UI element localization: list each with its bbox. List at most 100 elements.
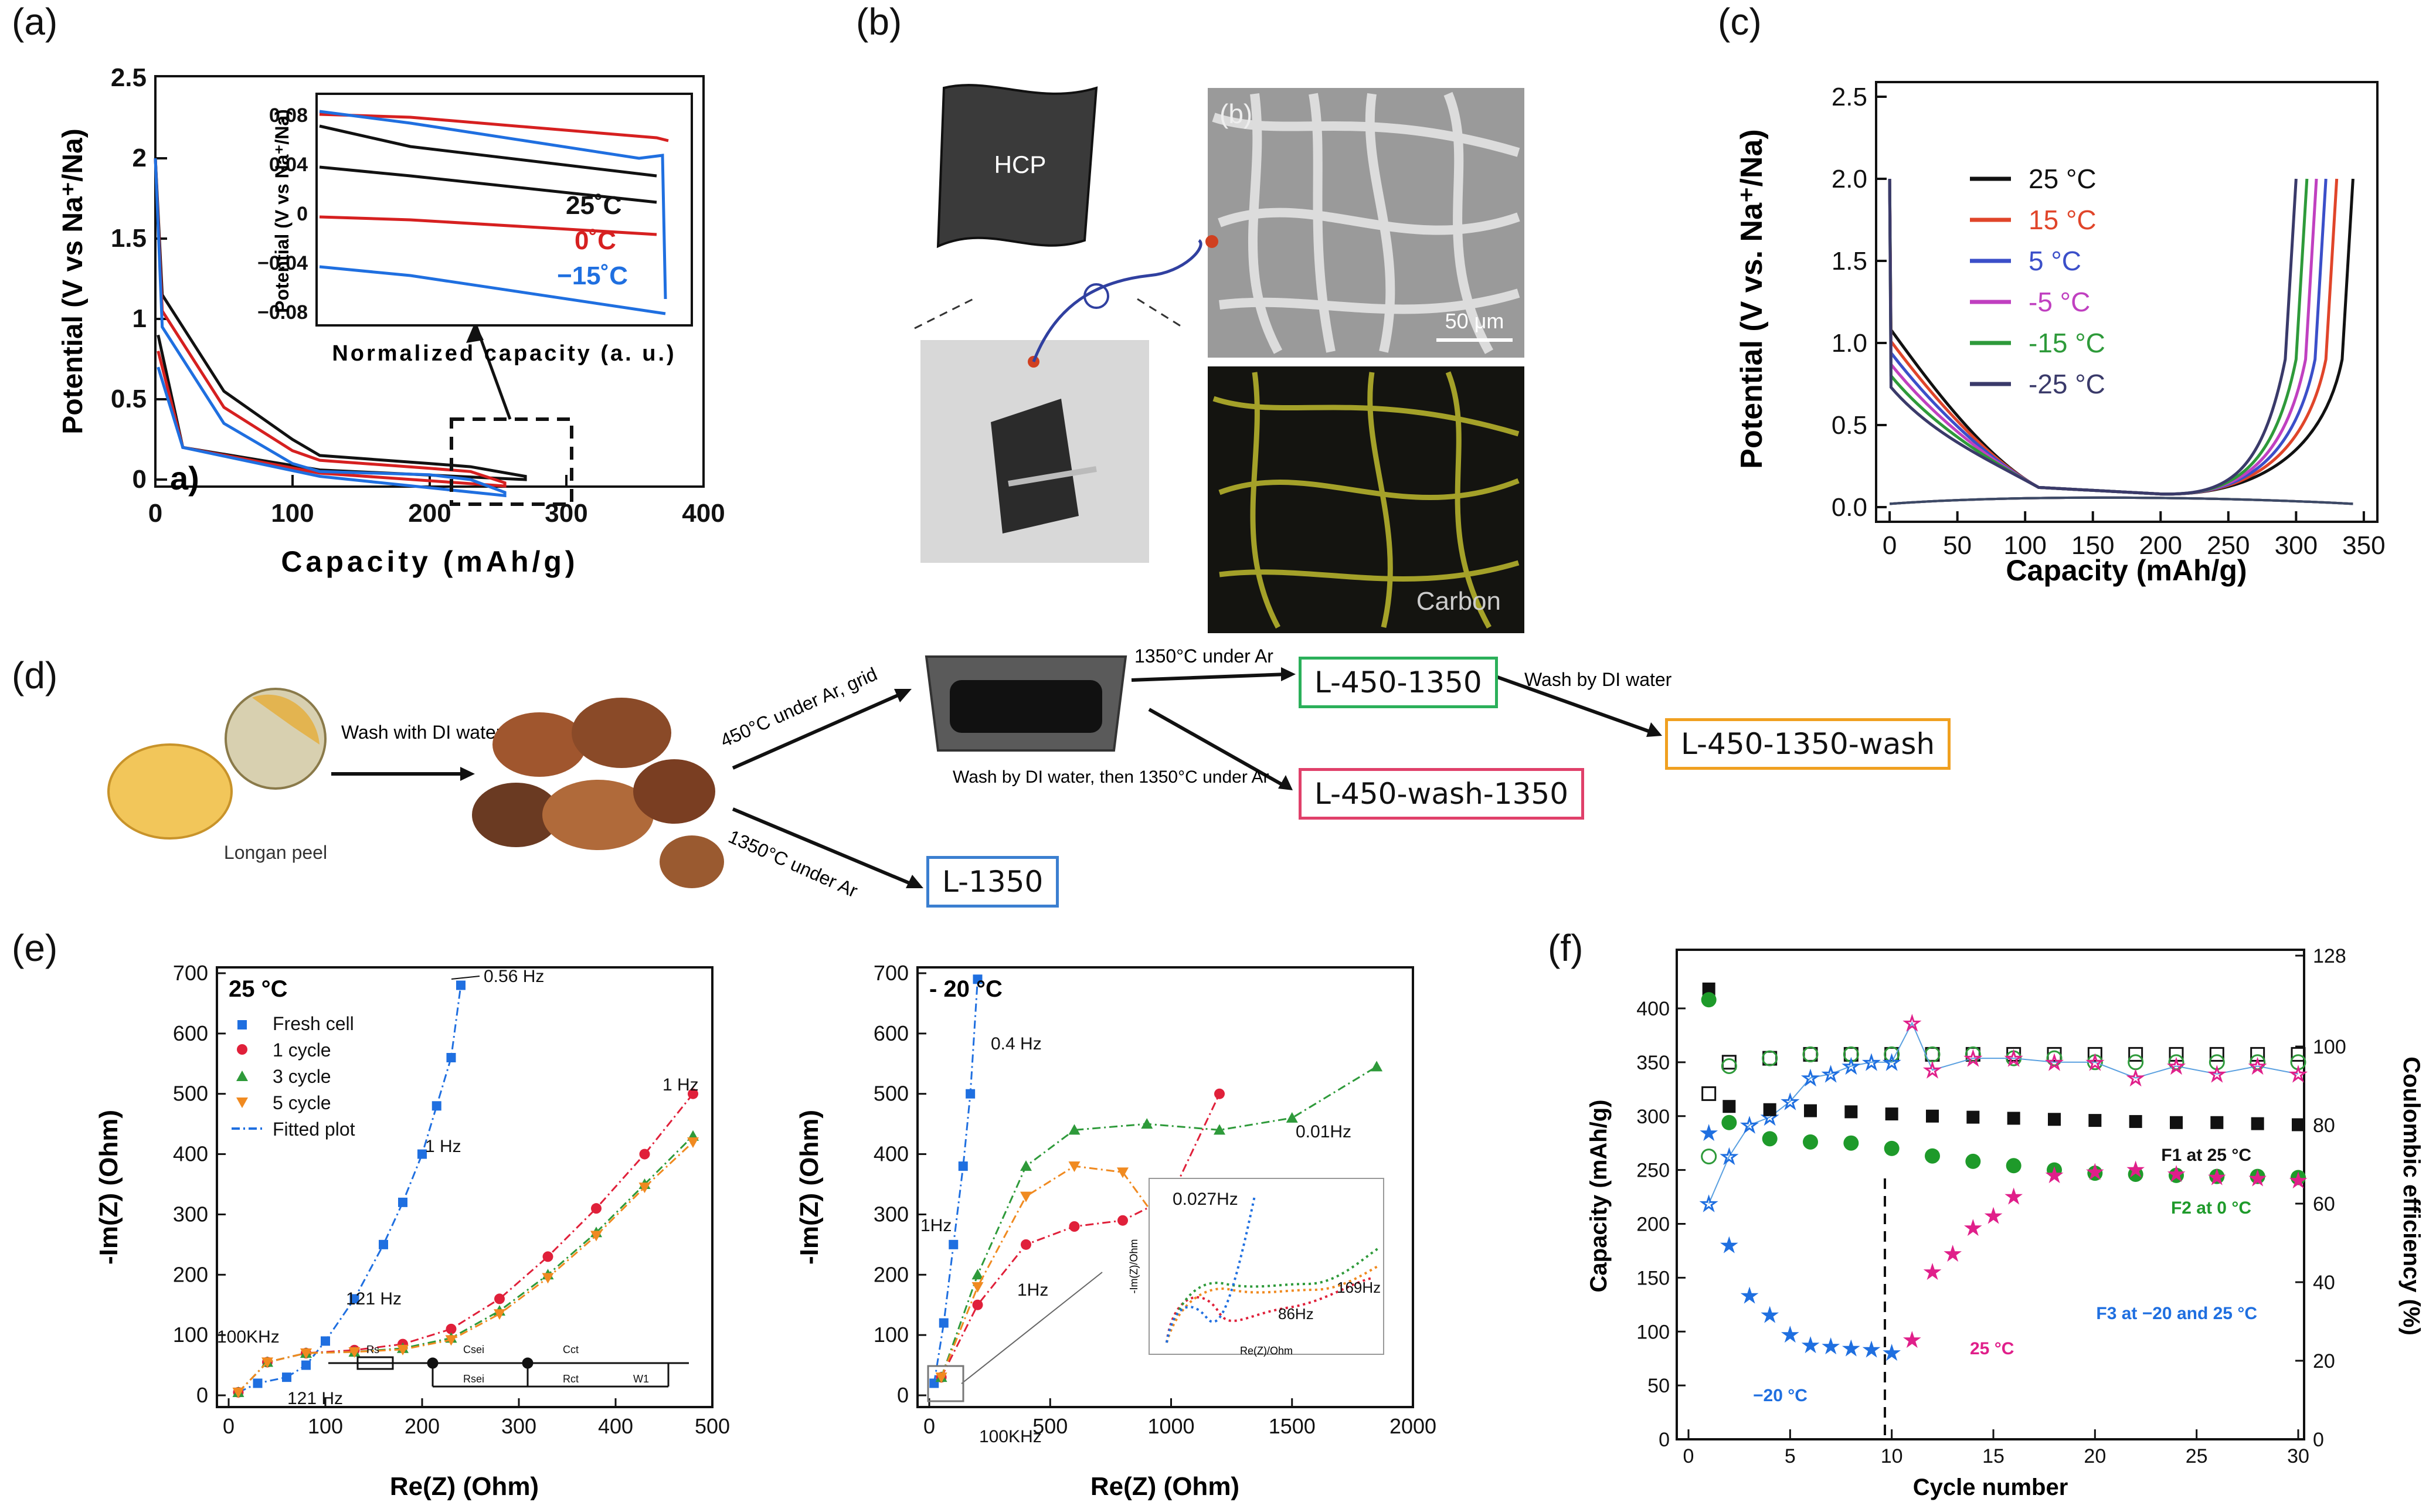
f-cap-2-0: ★	[1698, 1120, 1720, 1146]
f-cap-1-9	[2047, 1162, 2062, 1178]
svg-text:Rsei: Rsei	[463, 1373, 484, 1385]
c-xtick-3: 150	[2071, 531, 2114, 560]
e-inset-ylabel: -Im(Z)/Ohm	[1128, 1239, 1140, 1294]
f-ce-1-7	[1965, 1046, 1981, 1062]
e-right-ytick-6: 600	[874, 1021, 909, 1045]
a-ytick-1: 0.5	[111, 385, 147, 413]
e-right-title: - 20 °C	[929, 976, 1003, 1002]
b-sem-dot	[1205, 235, 1218, 248]
e-left-ann-1: 1 Hz	[425, 1137, 461, 1156]
d-peel-pieces	[472, 698, 724, 888]
c-xlabel: Capacity (mAh/g)	[2006, 554, 2247, 587]
f-ytick-0: 0	[1659, 1429, 1670, 1451]
f-ce-0-1	[1721, 1055, 1737, 1070]
f-xtick-6: 30	[2287, 1445, 2309, 1467]
f-f3-ce-0: ☆	[1700, 1193, 1717, 1215]
e-left-xtick-0: 0	[223, 1414, 235, 1438]
e-right-ann-1: 1Hz	[920, 1216, 952, 1235]
f-cap-0-1	[1722, 1100, 1736, 1113]
a-inset-bot-0	[319, 165, 657, 204]
c-curve-0	[1888, 178, 2355, 496]
f-label-f2: F2 at 0 °C	[2171, 1198, 2251, 1218]
f-xtick-3: 15	[1982, 1445, 2004, 1467]
e-left-frame	[216, 966, 714, 1408]
a-ytick-3: 1.5	[111, 224, 147, 253]
f-f3-ce-18: ☆	[2208, 1064, 2226, 1086]
d-arrow-to-l4501350	[1131, 672, 1287, 682]
e-right-inset	[1149, 1178, 1384, 1355]
c-legend-text-2: 5 °C	[2029, 246, 2081, 276]
e-right-point-3-0	[935, 1372, 947, 1384]
f-cap-1-2	[1762, 1131, 1778, 1147]
f-f3-ce-5: ☆	[1802, 1068, 1819, 1090]
e-left-xlabel: Re(Z) (Ohm)	[390, 1472, 539, 1501]
a-inset-ytick-0: 0.08	[269, 104, 308, 127]
f-cap-0-12	[2170, 1116, 2183, 1129]
e-inset-blue	[1166, 1195, 1256, 1343]
e-left-point-0-3	[301, 1360, 311, 1370]
e-right-point-1-4	[1117, 1215, 1128, 1226]
c-curve-2	[1888, 178, 2328, 496]
d-longan-skin	[252, 694, 320, 745]
e-right-point-1-6	[1214, 1088, 1225, 1099]
a-ytick-5: 2.5	[111, 63, 147, 92]
e-left-ann-0: 0.56 Hz	[484, 967, 544, 986]
f-ticks: 0 5 10 15 20 25 300501001502002503003504000204…	[1636, 945, 2346, 1467]
d-arrowhead-1350wash	[1646, 722, 1662, 737]
f-frame	[1676, 949, 2305, 1440]
f-ylabel: Capacity (mAh/g)	[1586, 1100, 1612, 1293]
e-circuit	[328, 1356, 689, 1388]
e-left-ylabel: -Im(Z) (Ohm)	[94, 1110, 123, 1265]
panel-f-chart: 0 5 10 15 20 25 300501001502002503003504000204…	[1586, 945, 2424, 1500]
e-right-fit-0	[933, 979, 979, 1384]
e-left-point-3-10	[687, 1137, 699, 1148]
f-y2tick-2: 40	[2313, 1272, 2335, 1294]
f-ce-0-10	[2087, 1046, 2102, 1062]
f-ce-1-9	[2046, 1050, 2063, 1066]
e-right-ann-3: 0.01Hz	[1296, 1122, 1351, 1141]
f-f3-ce-2: ☆	[1741, 1115, 1758, 1137]
f-y2tick-3: 60	[2313, 1193, 2335, 1215]
c-xtick-4: 200	[2139, 531, 2182, 560]
panel-b-label: (b)	[856, 1, 902, 43]
b-map-label: Carbon	[1416, 587, 1501, 616]
b-dash-right	[1137, 298, 1185, 329]
a-inset-ytick-1: 0.04	[269, 154, 308, 176]
e-right-ytick-3: 300	[874, 1202, 909, 1226]
e-right-ytick-2: 200	[874, 1262, 909, 1286]
c-xtick-0: 0	[1883, 531, 1897, 560]
e-right-point-3-1	[971, 1282, 984, 1293]
f-ytick-4: 200	[1636, 1214, 1670, 1236]
panel-e-charts: 0 100 200 300 400 500 0 100 200 300 400 500 600 700 2…	[94, 961, 1436, 1501]
e-left-ytick-4: 400	[173, 1142, 208, 1166]
a-xtick-1: 100	[271, 499, 314, 528]
d-arrowhead-450	[894, 689, 912, 702]
e-left-point-1-8	[591, 1203, 602, 1214]
panel-c-legend: 25 °C 15 °C 5 °C -5 °C -15 °C -25 °C	[1970, 164, 2105, 399]
panel-c-curves	[1888, 178, 2355, 505]
e-right-zoombox	[927, 1365, 964, 1402]
e-right-point-0-1	[939, 1318, 949, 1328]
e-left-ann-4: 100KHz	[217, 1327, 280, 1347]
e-inset-xlabel: Re(Z)/Ohm	[1240, 1345, 1293, 1357]
f-ce-1-15	[2290, 1054, 2306, 1071]
e-right-xtick-4: 2000	[1389, 1414, 1436, 1438]
f-cap-1-14	[2250, 1168, 2265, 1184]
f-f3-ce-1: ☆	[1720, 1146, 1738, 1168]
e-left-point-3-4	[397, 1344, 409, 1355]
e-right-ytick-4: 400	[874, 1142, 909, 1166]
b-dash-left	[914, 298, 974, 329]
c-ytick-4: 2.0	[1832, 165, 1867, 193]
f-ytick-2: 100	[1636, 1321, 1670, 1343]
f-f3-ce-4: ☆	[1781, 1091, 1799, 1113]
e-right-ticks: 0 500 1000 1500 2000 0 100 200 300 400 500 600 700	[874, 961, 1436, 1438]
f-cap-0-13	[2210, 1116, 2224, 1129]
e-right-point-0-3	[958, 1161, 968, 1171]
e-left-legend: Fresh cell 1 cycle 3 cycle 5 cycle Fitte…	[232, 1013, 355, 1140]
f-f3-ce-12: ☆	[1964, 1048, 1982, 1070]
e-left-point-0-1	[253, 1378, 263, 1388]
e-right-point-1-2	[1021, 1239, 1031, 1250]
e-right-ann-6: 86Hz	[1278, 1305, 1314, 1323]
hcp-label: HCP	[994, 151, 1047, 178]
svg-text:Rct: Rct	[563, 1373, 579, 1385]
